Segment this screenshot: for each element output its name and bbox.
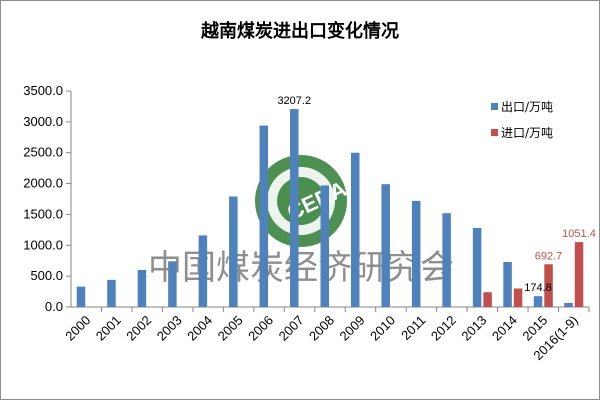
y-tick-label: 2500.0 [23,145,63,160]
bar-export [107,279,116,307]
bar-import [544,264,553,307]
bar-import [513,288,523,307]
x-tick-label: 2011 [398,313,428,343]
bar-export [381,184,390,307]
bar-export [229,196,238,307]
bar-export [411,200,421,307]
x-tick-label: 2010 [367,313,398,344]
bar-export [168,261,177,307]
bar-export [259,125,269,307]
bar-export [320,185,329,307]
watermark-logo-core-icon [277,177,325,225]
bar-export [503,261,512,307]
data-labels: 3207.2 174.8 692.7 1051.4 [277,95,595,294]
y-tick-label: 0.0 [45,299,63,314]
data-label: 174.8 [524,282,552,294]
y-tick-label: 3000.0 [23,114,63,129]
x-tick-label: 2013 [458,313,489,344]
x-tick-label: 2002 [123,313,154,344]
x-tick-label: 2009 [337,313,368,344]
watermark-text: 中国煤炭经济研究会 [148,248,454,288]
x-tick-label: 2006 [245,313,276,344]
legend-label: 出口/万吨 [501,100,553,114]
y-tick-label: 500.0 [30,268,63,283]
x-tick-label: 2014 [489,313,520,344]
data-label: 3207.2 [277,95,311,107]
bar-export [76,286,86,307]
bar-export [442,213,451,307]
y-tick-label: 3500.0 [23,83,63,98]
x-tick-label: 2012 [428,313,459,344]
chart-title: 越南煤炭进出口变化情况 [200,20,399,42]
x-tick-label: 2008 [306,313,337,344]
bar-export [564,302,573,307]
x-tick-label: 2004 [184,313,215,344]
legend-swatch [491,103,498,110]
x-tick-label: 2003 [154,313,185,344]
legend-label: 进口/万吨 [501,126,553,140]
x-tick-label: 2007 [276,313,307,344]
data-label: 1051.4 [562,228,596,240]
bar-export [533,296,543,307]
bar-import [483,292,492,307]
bar-export [350,152,360,307]
x-tick-label: 2000 [62,313,93,344]
data-label: 692.7 [535,250,563,262]
bar-import [574,242,584,307]
x-tick-label: 2005 [215,313,246,344]
y-tick-label: 2000.0 [23,176,63,191]
x-tick-label: 2001 [93,313,124,344]
bar-export [198,235,208,307]
y-tick-label: 1000.0 [23,237,63,252]
y-tick-label: 1500.0 [23,206,63,221]
bar-export [472,228,482,307]
bar-export [290,109,299,307]
bars [76,109,584,307]
bar-export [137,269,147,307]
legend-swatch [491,129,498,136]
